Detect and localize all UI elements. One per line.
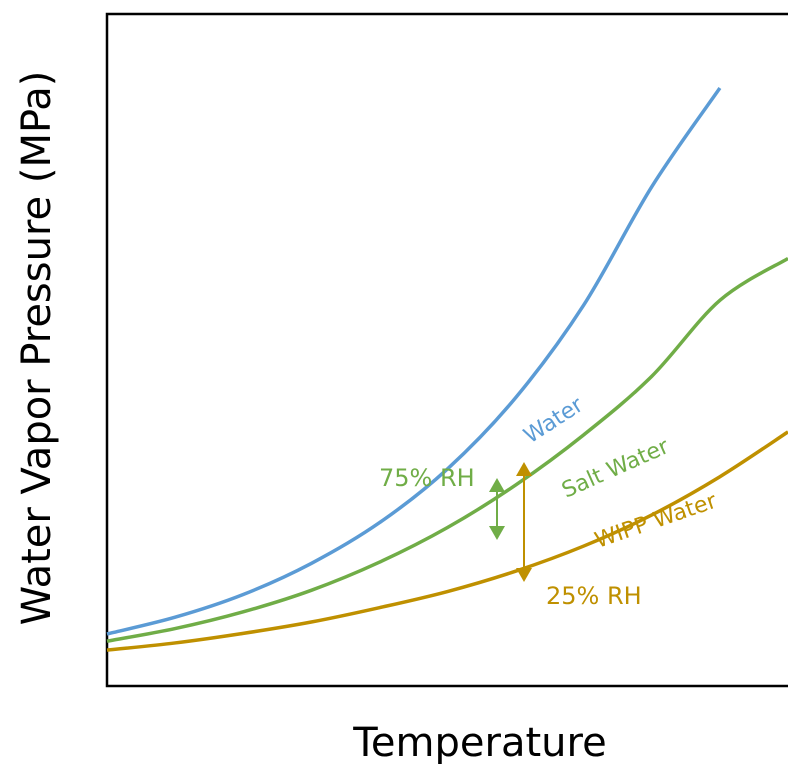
series-line-water (106, 87, 722, 636)
rh-25-arrow-head-bottom (516, 568, 532, 582)
series-label-wipp-water: WIPP Water (592, 488, 721, 553)
y-axis-title: Water Vapor Pressure (MPa) (14, 71, 60, 626)
rh-arrows-group (489, 462, 532, 582)
x-axis-title: Temperature (352, 720, 606, 764)
annotation-75-rh: 75% RH (379, 464, 475, 492)
series-label-salt-water: Salt Water (558, 434, 673, 504)
curves-group (106, 87, 788, 652)
rh-75-arrow-head-bottom (489, 526, 505, 540)
rh-25-arrow-head-top (516, 462, 532, 476)
series-line-salt-water (106, 256, 788, 643)
rh-75-arrow-head-top (489, 478, 505, 492)
plot-frame (105, 12, 788, 688)
annotation-25-rh: 25% RH (546, 582, 642, 610)
series-line-wipp-water (106, 430, 788, 652)
